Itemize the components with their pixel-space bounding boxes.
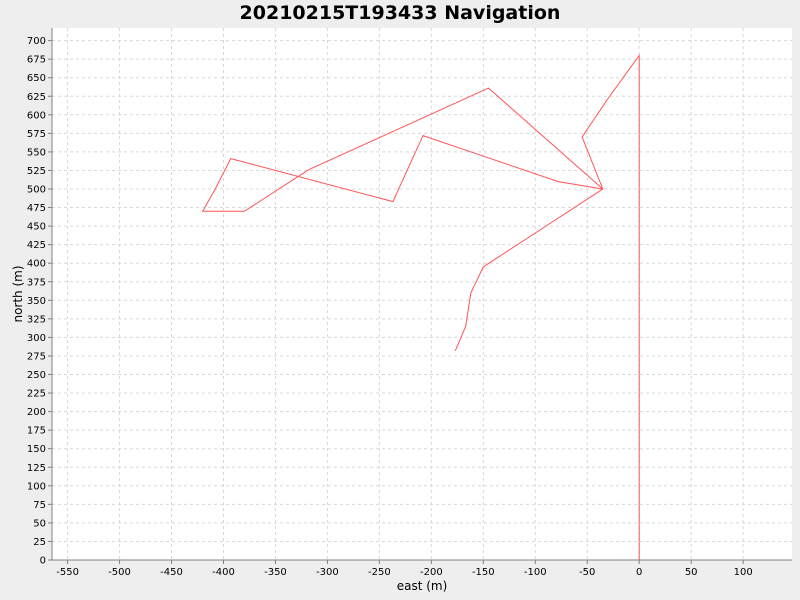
x-axis-label: east (m)	[397, 579, 448, 593]
y-tick-label: 200	[27, 407, 46, 418]
x-ticks: -550 -500 -450 -400 -350 -300 -250 -200 -150 -100…	[56, 560, 753, 578]
y-tick-label: 350	[27, 296, 46, 307]
y-tick-label: 150	[27, 444, 46, 455]
plot-area	[52, 28, 792, 560]
y-tick-label: 700	[27, 36, 46, 47]
y-tick-label: 600	[27, 110, 46, 121]
x-tick-label: -50	[579, 567, 595, 578]
track-line	[201, 87, 604, 212]
y-tick-label: 650	[27, 73, 46, 84]
x-tick-label: -500	[108, 567, 131, 578]
chart-title: 20210215T193433 Navigation	[240, 2, 561, 24]
y-tick-label: 250	[27, 370, 46, 381]
x-tick-label: -200	[420, 567, 443, 578]
y-tick-label: 175	[27, 426, 46, 437]
y-tick-label: 475	[27, 203, 46, 214]
y-tick-label: 400	[27, 259, 46, 270]
y-tick-label: 300	[27, 333, 46, 344]
x-tick-label: -100	[524, 567, 547, 578]
y-tick-label: 75	[33, 500, 46, 511]
x-tick-label: -550	[56, 567, 79, 578]
y-ticks: 0 25 50 75 100 125 150 175 200 225 250 275 300 325 350…	[27, 36, 52, 567]
y-tick-label: 675	[27, 55, 46, 66]
x-tick-label: -250	[368, 567, 391, 578]
y-tick-label: 375	[27, 277, 46, 288]
y-tick-label: 275	[27, 351, 46, 362]
y-tick-label: 225	[27, 389, 46, 400]
y-tick-label: 0	[40, 556, 46, 567]
y-tick-label: 525	[27, 166, 46, 177]
x-tick-label: -400	[212, 567, 235, 578]
series-group	[201, 53, 640, 560]
x-tick-label: 0	[636, 567, 642, 578]
y-tick-label: 500	[27, 185, 46, 196]
x-tick-label: -300	[316, 567, 339, 578]
y-tick-label: 125	[27, 463, 46, 474]
y-tick-label: 325	[27, 314, 46, 325]
y-tick-label: 625	[27, 92, 46, 103]
y-axis-label: north (m)	[11, 265, 25, 322]
y-tick-label: 550	[27, 147, 46, 158]
x-tick-label: -450	[160, 567, 183, 578]
x-tick-label: -150	[472, 567, 495, 578]
y-tick-label: 50	[33, 518, 46, 529]
x-tick-label: -350	[264, 567, 287, 578]
y-tick-label: 425	[27, 240, 46, 251]
x-tick-label: 100	[734, 567, 753, 578]
y-tick-label: 25	[33, 537, 46, 548]
y-tick-label: 450	[27, 222, 46, 233]
y-tick-label: 575	[27, 129, 46, 140]
x-tick-label: 50	[685, 567, 698, 578]
y-tick-label: 100	[27, 481, 46, 492]
